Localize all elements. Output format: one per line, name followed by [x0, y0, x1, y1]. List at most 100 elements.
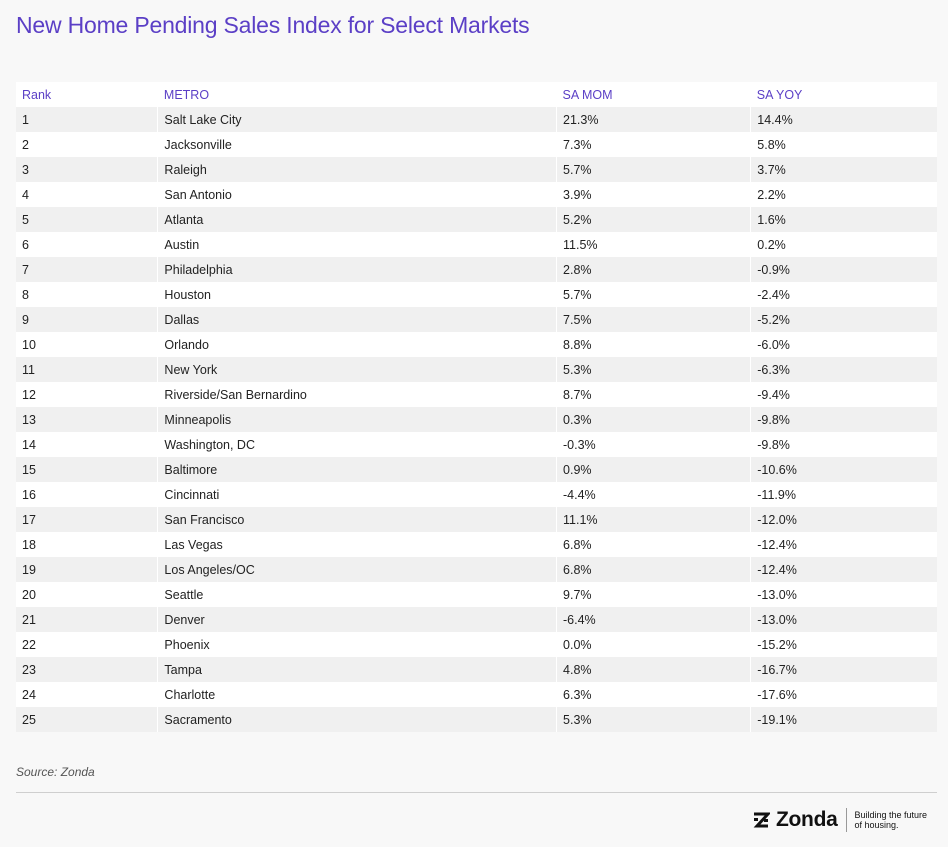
sa-yoy-cell: -16.7% — [750, 657, 937, 682]
table-row: 5 Atlanta 5.2% 1.6% — [16, 207, 937, 232]
table-row: 17 San Francisco 11.1% -12.0% — [16, 507, 937, 532]
rank-cell: 21 — [16, 607, 159, 632]
sa-mom-cell: 5.7% — [556, 157, 752, 182]
sa-mom-cell: 5.7% — [556, 282, 752, 307]
metro-cell: Philadelphia — [157, 257, 558, 282]
sa-mom-cell: 3.9% — [556, 182, 752, 207]
table-body: 1 Salt Lake City 21.3% 14.4% 2 Jacksonville 7.… — [16, 107, 937, 732]
table-row: 15 Baltimore 0.9% -10.6% — [16, 457, 937, 482]
sa-yoy-cell: 14.4% — [750, 107, 937, 132]
rank-cell: 20 — [16, 582, 159, 607]
sa-mom-cell: 6.3% — [556, 682, 752, 707]
sa-yoy-cell: -15.2% — [750, 632, 937, 657]
table-row: 10 Orlando 8.8% -6.0% — [16, 332, 937, 357]
metro-cell: Houston — [157, 282, 558, 307]
table-row: 24 Charlotte 6.3% -17.6% — [16, 682, 937, 707]
table-row: 19 Los Angeles/OC 6.8% -12.4% — [16, 557, 937, 582]
sa-yoy-cell: -13.0% — [750, 607, 937, 632]
rank-cell: 22 — [16, 632, 159, 657]
sa-yoy-cell: 3.7% — [750, 157, 937, 182]
sa-yoy-cell: -6.0% — [750, 332, 937, 357]
metro-cell: Austin — [157, 232, 558, 257]
sa-mom-cell: 6.8% — [556, 557, 752, 582]
sa-mom-cell: -4.4% — [556, 482, 752, 507]
table-row: 11 New York 5.3% -6.3% — [16, 357, 937, 382]
table-row: 20 Seattle 9.7% -13.0% — [16, 582, 937, 607]
sa-yoy-cell: 0.2% — [750, 232, 937, 257]
rank-cell: 2 — [16, 132, 159, 157]
logo-tagline-line1: Building the future — [854, 810, 928, 820]
metro-cell: Minneapolis — [157, 407, 558, 432]
metro-cell: Los Angeles/OC — [157, 557, 558, 582]
metro-cell: Cincinnati — [157, 482, 558, 507]
metro-cell: Salt Lake City — [157, 107, 558, 132]
sa-yoy-cell: 1.6% — [750, 207, 937, 232]
rank-cell: 17 — [16, 507, 159, 532]
sa-mom-cell: 6.8% — [556, 532, 752, 557]
zonda-z-mark-icon — [753, 812, 770, 828]
metro-cell: Seattle — [157, 582, 558, 607]
sa-yoy-cell: -19.1% — [750, 707, 937, 732]
metro-cell: Phoenix — [157, 632, 558, 657]
sa-mom-cell: 11.5% — [556, 232, 752, 257]
table-row: 7 Philadelphia 2.8% -0.9% — [16, 257, 937, 282]
header-sa-mom: SA MOM — [556, 82, 751, 107]
metro-cell: Orlando — [157, 332, 558, 357]
pending-sales-table: Rank METRO SA MOM SA YOY 1 Salt Lake City… — [16, 82, 937, 732]
sa-mom-cell: 8.8% — [556, 332, 752, 357]
sa-yoy-cell: 2.2% — [750, 182, 937, 207]
rank-cell: 8 — [16, 282, 159, 307]
sa-yoy-cell: -17.6% — [750, 682, 937, 707]
metro-cell: San Francisco — [157, 507, 558, 532]
rank-cell: 18 — [16, 532, 159, 557]
rank-cell: 23 — [16, 657, 159, 682]
table-row: 8 Houston 5.7% -2.4% — [16, 282, 937, 307]
rank-cell: 9 — [16, 307, 159, 332]
sa-yoy-cell: -0.9% — [750, 257, 937, 282]
metro-cell: San Antonio — [157, 182, 558, 207]
sa-mom-cell: -6.4% — [556, 607, 752, 632]
rank-cell: 4 — [16, 182, 159, 207]
rank-cell: 3 — [16, 157, 159, 182]
table-row: 23 Tampa 4.8% -16.7% — [16, 657, 937, 682]
logo-tagline: Building the future of housing. — [855, 810, 935, 830]
sa-yoy-cell: 5.8% — [750, 132, 937, 157]
sa-mom-cell: 7.5% — [556, 307, 752, 332]
rank-cell: 15 — [16, 457, 159, 482]
metro-cell: Washington, DC — [157, 432, 558, 457]
metro-cell: Jacksonville — [157, 132, 558, 157]
sa-mom-cell: 21.3% — [556, 107, 752, 132]
table-row: 4 San Antonio 3.9% 2.2% — [16, 182, 937, 207]
metro-cell: New York — [157, 357, 558, 382]
rank-cell: 19 — [16, 557, 159, 582]
sa-mom-cell: 8.7% — [556, 382, 752, 407]
rank-cell: 25 — [16, 707, 159, 732]
table-row: 16 Cincinnati -4.4% -11.9% — [16, 482, 937, 507]
rank-cell: 13 — [16, 407, 159, 432]
table-row: 6 Austin 11.5% 0.2% — [16, 232, 937, 257]
sa-mom-cell: -0.3% — [556, 432, 752, 457]
sa-mom-cell: 9.7% — [556, 582, 752, 607]
sa-mom-cell: 0.3% — [556, 407, 752, 432]
metro-cell: Raleigh — [157, 157, 558, 182]
sa-mom-cell: 0.0% — [556, 632, 752, 657]
table-row: 14 Washington, DC -0.3% -9.8% — [16, 432, 937, 457]
sa-yoy-cell: -5.2% — [750, 307, 937, 332]
table-row: 3 Raleigh 5.7% 3.7% — [16, 157, 937, 182]
metro-cell: Sacramento — [157, 707, 558, 732]
sa-yoy-cell: -12.0% — [750, 507, 937, 532]
sa-mom-cell: 5.3% — [556, 357, 752, 382]
table-row: 22 Phoenix 0.0% -15.2% — [16, 632, 937, 657]
sa-yoy-cell: -13.0% — [750, 582, 937, 607]
table-row: 21 Denver -6.4% -13.0% — [16, 607, 937, 632]
rank-cell: 14 — [16, 432, 159, 457]
sa-mom-cell: 5.2% — [556, 207, 752, 232]
rank-cell: 11 — [16, 357, 159, 382]
header-rank: Rank — [16, 82, 158, 107]
metro-cell: Las Vegas — [157, 532, 558, 557]
metro-cell: Dallas — [157, 307, 558, 332]
rank-cell: 16 — [16, 482, 159, 507]
sa-mom-cell: 5.3% — [556, 707, 752, 732]
rank-cell: 7 — [16, 257, 159, 282]
rank-cell: 1 — [16, 107, 159, 132]
